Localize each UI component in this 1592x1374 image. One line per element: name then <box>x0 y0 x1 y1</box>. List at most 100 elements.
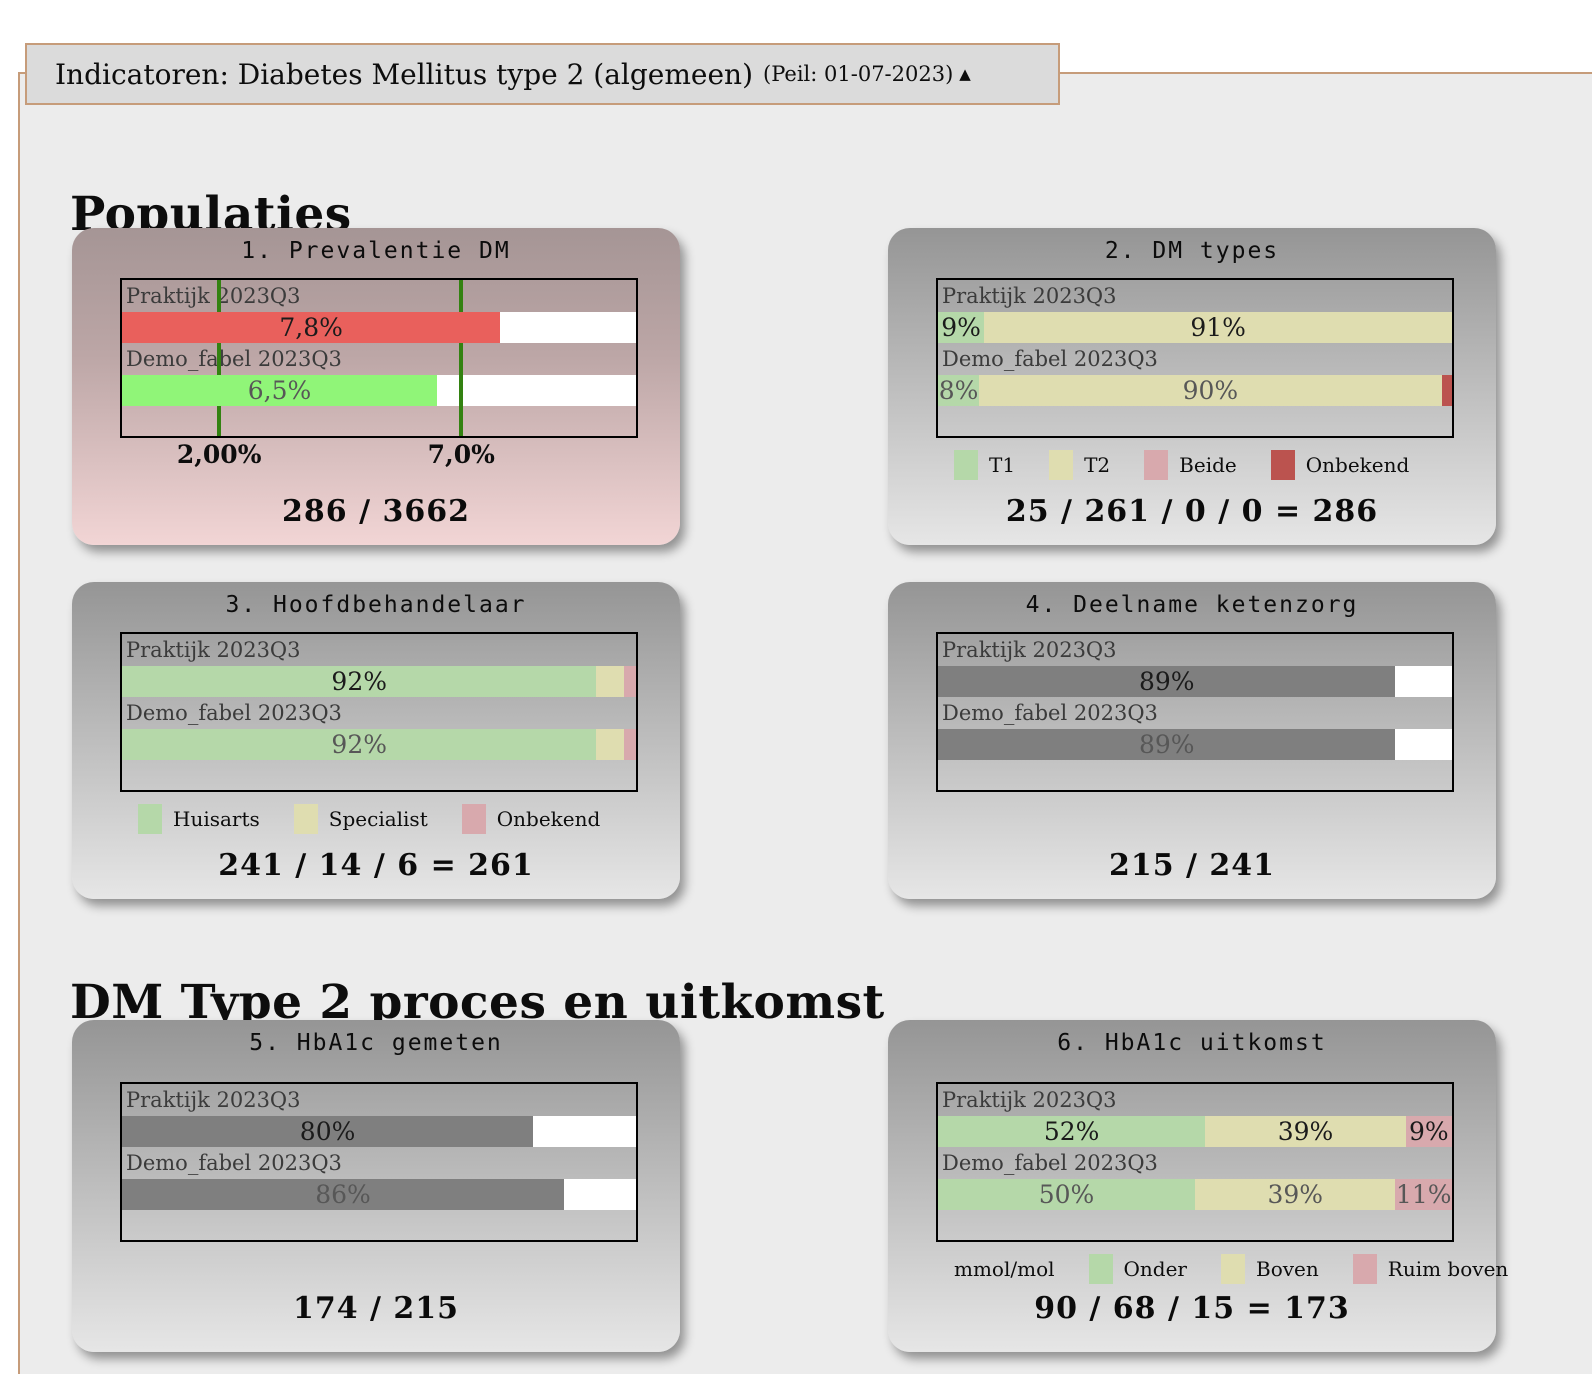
legend-item: Onder <box>1088 1254 1187 1284</box>
series-label: Demo_fabel 2023Q3 <box>126 347 342 371</box>
legend-label: Onder <box>1123 1257 1187 1281</box>
legend-item: Ruim boven <box>1352 1254 1509 1284</box>
bar-segment: 11% <box>1395 1179 1452 1210</box>
series-label: Demo_fabel 2023Q3 <box>942 1151 1158 1175</box>
axis-labels: 2,00% 7,0% <box>122 440 636 474</box>
legend-label: Ruim boven <box>1387 1257 1509 1281</box>
reference-line <box>217 280 222 436</box>
bar-segment: 89% <box>938 666 1396 697</box>
bar-segment: 90% <box>979 375 1442 406</box>
bar: 80% <box>122 1116 636 1147</box>
bar-segment: 86% <box>122 1179 565 1210</box>
panel-title: 4. Deelname ketenzorg <box>1025 592 1359 618</box>
panel-title: 6. HbA1c uitkomst <box>1057 1030 1327 1056</box>
bar-chart: Praktijk 2023Q3 80% Demo_fabel 2023Q3 86% <box>120 1082 638 1242</box>
bar: 52% 39% 9% <box>938 1116 1452 1147</box>
count-summary: 215 / 241 <box>1108 848 1276 883</box>
panel-title: 5. HbA1c gemeten <box>249 1030 503 1056</box>
panel-hoofdbehandelaar: 3. Hoofdbehandelaar Praktijk 2023Q3 92% De… <box>72 582 680 899</box>
bar: 86% <box>122 1179 636 1210</box>
bar: 89% <box>938 666 1452 697</box>
bar-segment: 8% <box>938 375 980 406</box>
legend-item: Specialist <box>293 804 428 834</box>
panel-deelname-ketenzorg: 4. Deelname ketenzorg Praktijk 2023Q3 89%… <box>888 582 1496 899</box>
legend-swatch <box>293 804 318 834</box>
legend-label: Huisarts <box>173 807 260 831</box>
legend-item: Boven <box>1221 1254 1319 1284</box>
bar: 92% <box>122 729 636 760</box>
axis-labels <box>122 1232 636 1266</box>
panel-hba1c-gemeten: 5. HbA1c gemeten Praktijk 2023Q3 80% Demo_… <box>72 1020 680 1352</box>
bar-segment: 6,5% <box>122 375 438 406</box>
panel-dm-types: 2. DM types Praktijk 2023Q3 9% 91% Demo_fab… <box>888 228 1496 545</box>
legend-label: T2 <box>1084 453 1111 477</box>
legend-swatch <box>1221 1254 1245 1284</box>
count-summary: 286 / 3662 <box>282 494 470 529</box>
series-label: Praktijk 2023Q3 <box>942 638 1117 662</box>
axis-tick-label: 2,00% <box>176 440 262 469</box>
axis-labels <box>938 794 1452 828</box>
legend-label: T1 <box>989 453 1016 477</box>
series-label: Demo_fabel 2023Q3 <box>942 347 1158 371</box>
bar-segment: 92% <box>122 729 597 760</box>
collapse-toggle-icon[interactable]: ▲ <box>959 65 971 83</box>
bar-segment <box>596 729 625 760</box>
series-label: Praktijk 2023Q3 <box>126 1088 301 1112</box>
panel-title: 2. DM types <box>1104 238 1280 264</box>
section-header[interactable]: Indicatoren: Diabetes Mellitus type 2 (a… <box>25 43 1060 105</box>
legend-item: Onbekend <box>1270 450 1410 480</box>
series-label: Praktijk 2023Q3 <box>942 284 1117 308</box>
count-summary: 241 / 14 / 6 = 261 <box>218 848 534 883</box>
legend-label: Specialist <box>328 807 428 831</box>
peil-date: (Peil: 01-07-2023) <box>763 62 954 86</box>
panel-title: 3. Hoofdbehandelaar <box>225 592 527 618</box>
count-summary: 174 / 215 <box>292 1291 460 1326</box>
legend-item: T2 <box>1049 450 1110 480</box>
bar-segment: 39% <box>1195 1179 1396 1210</box>
bar-segment: 80% <box>122 1116 534 1147</box>
bar-segment: 7,8% <box>122 312 501 343</box>
reference-line <box>459 280 464 436</box>
bar: 8% 90% <box>938 375 1452 406</box>
legend-swatch <box>1144 450 1169 480</box>
count-summary: 90 / 68 / 15 = 173 <box>1034 1291 1350 1326</box>
legend-label: Boven <box>1256 1257 1319 1281</box>
legend-item: mmol/mol <box>954 1257 1055 1281</box>
legend-item: Huisarts <box>138 804 260 834</box>
legend-item: T1 <box>954 450 1015 480</box>
legend-item: Beide <box>1144 450 1237 480</box>
count-summary: 25 / 261 / 0 / 0 = 286 <box>1005 494 1379 529</box>
panel-hba1c-uitkomst: 6. HbA1c uitkomst Praktijk 2023Q3 52% 39% 9… <box>888 1020 1508 1352</box>
bar-chart: Praktijk 2023Q3 52% 39% 9% Demo_fabel 2023Q3… <box>936 1082 1454 1242</box>
bar-chart: Praktijk 2023Q3 7,8% Demo_fabel 2023Q3 6,5% <box>120 278 638 438</box>
legend-label: Onbekend <box>1305 453 1410 477</box>
bar: 9% 91% <box>938 312 1452 343</box>
page-title: Indicatoren: Diabetes Mellitus type 2 (a… <box>55 57 754 91</box>
bar-segment: 91% <box>984 312 1452 343</box>
legend-label: mmol/mol <box>954 1257 1055 1281</box>
bar-segment: 50% <box>938 1179 1195 1210</box>
bar-segment: 52% <box>938 1116 1206 1147</box>
legend-swatch <box>1088 1254 1113 1284</box>
bar-segment <box>1441 375 1452 406</box>
series-label: Demo_fabel 2023Q3 <box>942 701 1158 725</box>
series-label: Demo_fabel 2023Q3 <box>126 701 342 725</box>
chart-legend: T1 T2 Beide Onbekend <box>954 450 1476 480</box>
bar-segment <box>624 666 636 697</box>
panel-title: 1. Prevalentie DM <box>241 238 511 264</box>
legend-swatch <box>1270 450 1295 480</box>
chart-legend: Huisarts Specialist Onbekend <box>138 804 660 834</box>
legend-item: Onbekend <box>461 804 600 834</box>
bar-segment: 89% <box>938 729 1396 760</box>
axis-tick-label: 7,0% <box>427 440 495 469</box>
legend-swatch <box>138 804 162 834</box>
bar-segment: 92% <box>122 666 597 697</box>
bar: 89% <box>938 729 1452 760</box>
bar-segment <box>596 666 625 697</box>
chart-legend: mmol/mol Onder Boven Ruim boven <box>954 1254 1508 1284</box>
bar: 7,8% <box>122 312 636 343</box>
legend-swatch <box>1049 450 1074 480</box>
bar-segment: 9% <box>1405 1116 1452 1147</box>
bar-segment <box>624 729 636 760</box>
